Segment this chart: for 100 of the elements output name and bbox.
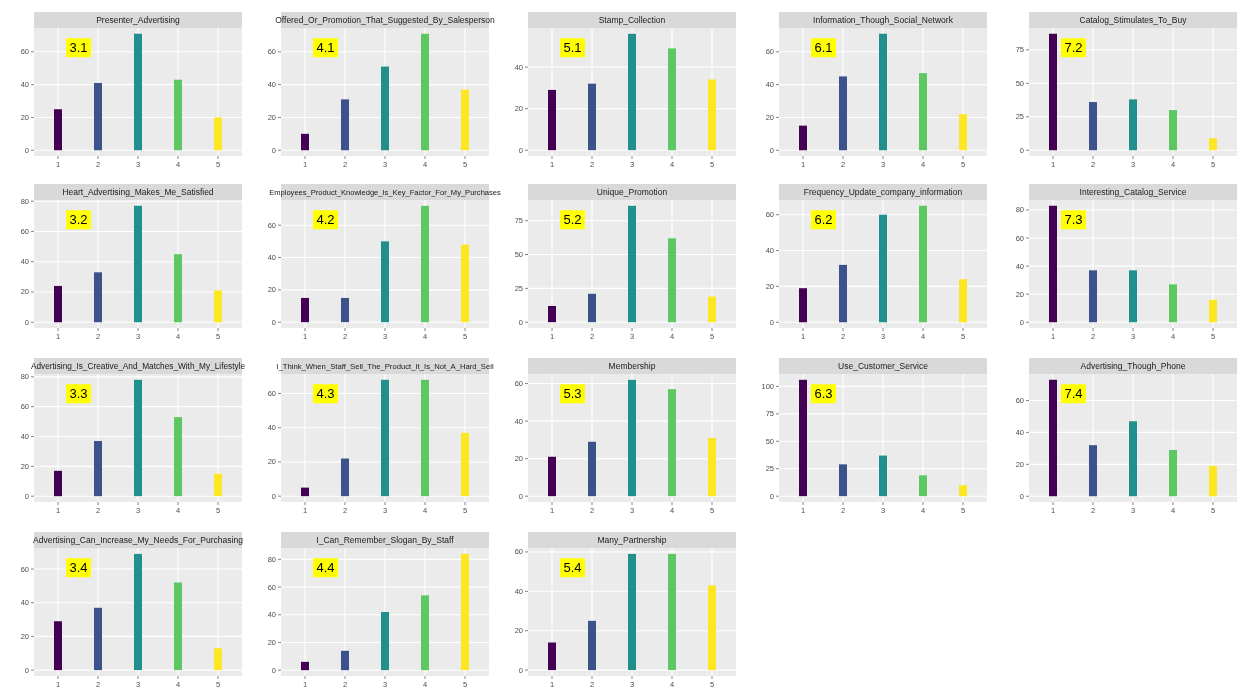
bar	[919, 205, 927, 323]
bar	[1129, 99, 1137, 151]
bar	[381, 379, 389, 497]
bar	[588, 441, 596, 497]
bar	[54, 470, 62, 497]
bar	[1209, 138, 1217, 151]
bar	[1089, 270, 1097, 323]
bar	[628, 379, 636, 497]
annotation: 6.3	[814, 386, 833, 402]
bar	[1049, 33, 1057, 151]
annotation: 5.1	[563, 40, 582, 56]
bar	[301, 297, 309, 323]
bar	[134, 33, 142, 151]
chart-title: Advertising_Though_Phone	[1080, 361, 1186, 371]
bar	[668, 48, 676, 151]
bar	[959, 114, 967, 151]
annotation: 5.3	[563, 386, 582, 402]
annotation: 6.2	[814, 212, 833, 228]
annotation: 5.4	[563, 560, 582, 576]
bar	[879, 455, 887, 497]
bar	[381, 612, 389, 671]
bar	[214, 648, 222, 671]
bar	[174, 582, 182, 671]
bar	[1129, 270, 1137, 323]
chart-title: Heart_Advertising_Makes_Me_Satisfied	[62, 187, 214, 197]
bar	[1089, 102, 1097, 151]
bar	[628, 33, 636, 151]
bar	[839, 76, 847, 151]
bar	[668, 553, 676, 671]
bar	[174, 254, 182, 323]
annotation: 7.3	[1064, 212, 1083, 228]
bar	[548, 642, 556, 671]
bar	[959, 279, 967, 323]
chart-title: Offered_Or_Promotion_That_Suggested_By_Salesperson	[275, 15, 496, 25]
annotation: 6.1	[814, 40, 833, 56]
bar	[341, 650, 349, 671]
bar	[919, 73, 927, 151]
chart-title: Interesting_Catalog_Service	[1079, 187, 1187, 197]
bar	[301, 661, 309, 671]
chart-title: Information_Though_Social_Network	[813, 15, 954, 25]
bar	[708, 296, 716, 323]
bar	[1209, 299, 1217, 323]
bar	[588, 83, 596, 151]
bar	[799, 125, 807, 151]
bar	[708, 438, 716, 497]
bar	[301, 133, 309, 151]
bar	[421, 379, 429, 497]
bar	[214, 117, 222, 151]
annotation: 7.4	[1064, 386, 1083, 402]
chart-title: Stamp_Collection	[598, 15, 666, 25]
annotation: 3.4	[69, 560, 88, 576]
chart-title: Catalog_Stimulates_To_Buy	[1079, 15, 1188, 25]
annotation: 4.2	[316, 212, 335, 228]
bar	[341, 458, 349, 497]
bar	[1049, 205, 1057, 323]
annotation: 3.3	[69, 386, 88, 402]
bar	[134, 205, 142, 323]
bar	[839, 264, 847, 323]
annotation: 5.2	[563, 212, 582, 228]
bar	[1089, 445, 1097, 497]
bar	[461, 89, 469, 151]
chart-title: Advertising_Is_Creative_And_Matches_With_My_Lifestyle	[30, 362, 246, 371]
annotation: 7.2	[1064, 40, 1083, 56]
chart-title: Advertising_Can_Increase_My_Needs_For_Purchasing	[33, 535, 244, 545]
bar	[588, 620, 596, 671]
bar	[54, 621, 62, 671]
chart-title: Membership	[608, 361, 656, 371]
bar	[421, 33, 429, 151]
bar	[628, 205, 636, 323]
bar	[708, 585, 716, 671]
bar	[668, 389, 676, 497]
chart-title: Use_Customer_Service	[838, 361, 929, 371]
bar	[628, 553, 636, 671]
annotation: 3.1	[69, 40, 88, 56]
chart-title: I_Can_Remember_Slogan_By_Staff	[316, 535, 455, 545]
bar	[879, 214, 887, 323]
bar	[668, 238, 676, 323]
annotation: 4.4	[316, 560, 335, 576]
bar	[1209, 465, 1217, 497]
annotation: 3.2	[69, 212, 88, 228]
annotation: 4.1	[316, 40, 335, 56]
bar	[94, 440, 102, 497]
bar	[381, 66, 389, 151]
bar	[134, 553, 142, 671]
bar	[708, 79, 716, 151]
bar	[461, 553, 469, 671]
chart-title: Frequency_Update_company_information	[803, 187, 963, 197]
bar	[1049, 379, 1057, 497]
bar	[799, 288, 807, 323]
bar	[214, 290, 222, 323]
bar	[301, 487, 309, 497]
bar	[461, 244, 469, 323]
chart-title: Unique_Promotion	[596, 187, 668, 197]
bar	[548, 89, 556, 151]
bar	[588, 293, 596, 323]
chart-title: Many_Partnership	[597, 535, 667, 545]
bar	[94, 272, 102, 323]
bar	[421, 205, 429, 323]
bar	[839, 464, 847, 497]
bar	[341, 99, 349, 151]
